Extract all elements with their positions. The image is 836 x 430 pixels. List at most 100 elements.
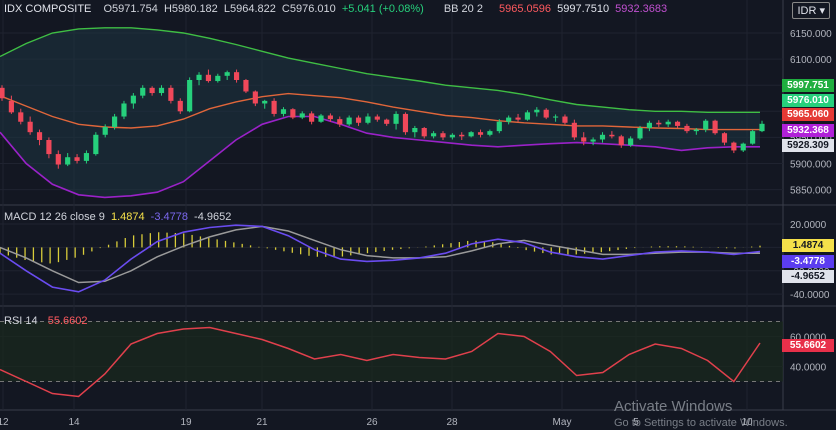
candle-body	[196, 74, 202, 80]
price-legend: IDX COMPOSITE O5971.754 H5980.182 L5964.…	[4, 3, 670, 15]
ohlc-open: O5971.754	[103, 3, 158, 15]
macd-tick-label: -40.0000	[790, 290, 830, 301]
candle-body	[18, 112, 24, 122]
macd-line-value: -3.4778	[150, 211, 188, 223]
macd-line-tag: -3.4778	[782, 255, 834, 268]
x-tick-label: 14	[68, 417, 80, 428]
candle-body	[421, 128, 427, 137]
macd-pane	[0, 224, 761, 293]
candle-body	[515, 117, 521, 120]
candle-body	[346, 117, 352, 125]
candle-body	[656, 122, 662, 125]
symbol-name[interactable]: IDX COMPOSITE	[4, 3, 92, 15]
candle-body	[740, 143, 746, 151]
candle-body	[646, 122, 652, 128]
macd-label[interactable]: MACD 12 26 close 9	[4, 211, 105, 223]
candle-body	[553, 116, 559, 118]
bollinger-band-fill	[0, 27, 760, 198]
macd-signal-tag: -4.9652	[782, 270, 834, 283]
candle-body	[290, 109, 296, 118]
candle-body	[459, 134, 465, 137]
candle-body	[102, 126, 108, 135]
candle-body	[402, 113, 409, 133]
candle-body	[130, 95, 136, 104]
candle-body	[721, 133, 728, 143]
candle-body	[506, 117, 512, 122]
macd-signal-line	[0, 225, 760, 284]
candle-body	[187, 80, 193, 112]
candle-body	[628, 138, 634, 146]
bb-upper-value: 5997.7510	[557, 3, 610, 15]
bb-lower-line	[0, 115, 760, 199]
candle-body	[224, 72, 230, 76]
candle-body	[393, 113, 399, 124]
candle-body	[252, 91, 258, 104]
candle-body	[440, 133, 446, 138]
candle-body	[674, 121, 681, 126]
candle-body	[112, 116, 118, 127]
candle-body	[299, 113, 305, 118]
bb-lower-price-tag: 5932.368	[782, 124, 834, 137]
bollinger-fill-area	[0, 27, 760, 198]
ohlc-low: L5964.822	[223, 3, 276, 15]
rsi-label[interactable]: RSI 14	[4, 315, 38, 327]
candle-body	[233, 72, 240, 80]
candle-body	[609, 134, 615, 137]
ohlc-high: H5980.182	[163, 3, 218, 15]
x-tick-label: 12	[0, 417, 9, 428]
x-tick-label: 28	[446, 417, 458, 428]
candle-body	[543, 109, 549, 118]
candle-body	[374, 116, 380, 120]
x-tick-label: May	[553, 417, 572, 428]
candle-body	[712, 120, 718, 134]
candle-body	[271, 100, 277, 114]
candle-body	[74, 157, 80, 161]
candle-body	[8, 100, 14, 113]
bb-label[interactable]: BB 20 2	[443, 3, 483, 15]
candle-body	[337, 119, 343, 125]
x-tick-label: 26	[366, 417, 378, 428]
x-tick-label: 10	[741, 417, 753, 428]
price-tick-label: 5900.000	[790, 159, 832, 170]
candle-body	[280, 109, 287, 114]
candle-body	[496, 121, 502, 132]
rsi-pane	[0, 321, 783, 398]
macd-signal-value: -4.9652	[194, 211, 232, 223]
rsi-value: 55.6602	[47, 315, 88, 327]
rsi-band-fill	[0, 321, 783, 382]
price-tick-label: 5850.000	[790, 186, 832, 197]
candle-body	[477, 132, 484, 135]
bb-mid-value: 5965.0596	[499, 3, 552, 15]
candle-body	[384, 119, 390, 124]
candle-body	[27, 121, 33, 133]
rsi-tick-label: 60.0000	[790, 333, 827, 344]
rsi-value-tag: 55.6602	[782, 339, 834, 352]
bb-upper-line	[0, 27, 760, 114]
bollinger-band-lines	[0, 27, 760, 199]
price-tick-label: 5950.000	[790, 133, 832, 144]
currency-selector[interactable]: IDR ▾	[792, 2, 830, 19]
candle-body	[599, 134, 606, 140]
level-price-tag: 5928.309	[782, 139, 834, 152]
x-tick-label: 5	[633, 417, 639, 428]
x-tick-label: 21	[256, 417, 268, 428]
candle-body	[177, 100, 183, 112]
candle-body	[750, 131, 756, 144]
candle-body	[55, 154, 61, 165]
candle-body	[36, 132, 43, 140]
windows-watermark-title: Activate Windows	[614, 398, 733, 415]
bb-upper-price-tag: 5997.751	[782, 79, 834, 92]
candle-body	[759, 123, 765, 132]
candle-body	[571, 122, 577, 138]
candle-body	[618, 136, 624, 146]
candle-body	[637, 128, 643, 139]
macd-tick-label: 20.0000	[790, 220, 827, 231]
candle-body	[365, 116, 371, 123]
candle-body	[83, 153, 90, 161]
windows-watermark-subtitle: Go to Settings to activate Windows.	[614, 417, 788, 429]
candle-body	[665, 121, 671, 125]
candle-body	[121, 103, 127, 117]
candle-body	[140, 87, 146, 96]
bb-mid-price-tag: 5965.060	[782, 108, 834, 121]
